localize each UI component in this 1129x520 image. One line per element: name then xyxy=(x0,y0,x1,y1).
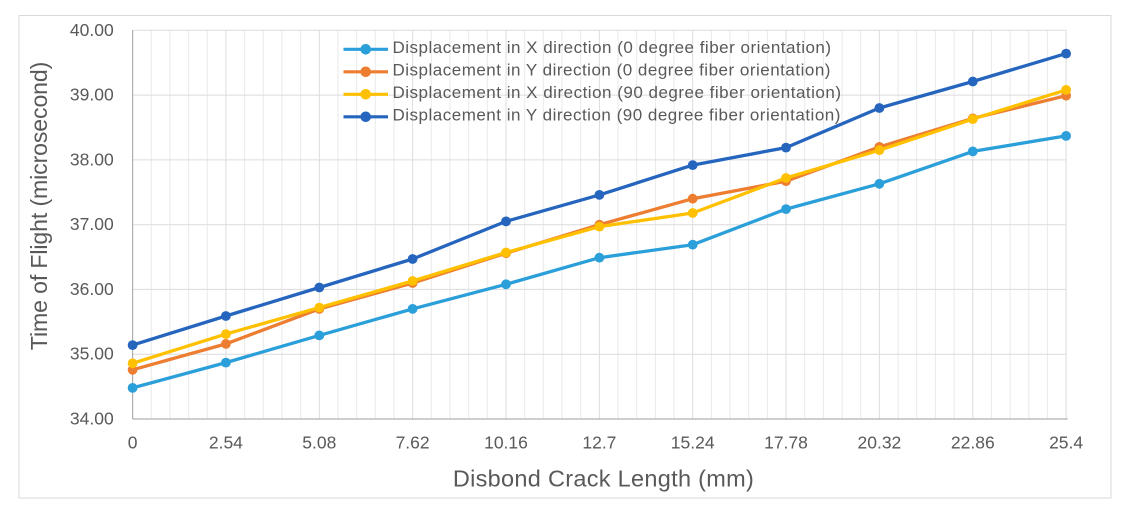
svg-text:20.32: 20.32 xyxy=(858,433,902,453)
svg-text:40.00: 40.00 xyxy=(70,20,114,40)
svg-text:37.00: 37.00 xyxy=(70,214,114,234)
svg-text:Time of Flight (microsecond): Time of Flight (microsecond) xyxy=(26,62,52,350)
svg-text:12.7: 12.7 xyxy=(582,433,616,453)
svg-text:36.00: 36.00 xyxy=(70,279,114,299)
svg-text:5.08: 5.08 xyxy=(302,433,336,453)
svg-text:Displacement in X direction (0: Displacement in X direction (0 degree fi… xyxy=(393,38,832,57)
svg-text:34.00: 34.00 xyxy=(70,409,114,429)
svg-text:15.24: 15.24 xyxy=(671,433,715,453)
svg-text:10.16: 10.16 xyxy=(484,433,528,453)
svg-text:25.4: 25.4 xyxy=(1049,433,1083,453)
svg-text:22.86: 22.86 xyxy=(951,433,995,453)
svg-text:Disbond Crack Length (mm): Disbond Crack Length (mm) xyxy=(453,466,754,492)
svg-text:2.54: 2.54 xyxy=(209,433,243,453)
svg-text:Displacement in X direction (9: Displacement in X direction (90 degree f… xyxy=(393,83,842,102)
svg-text:7.62: 7.62 xyxy=(396,433,430,453)
svg-text:Displacement in Y direction (9: Displacement in Y direction (90 degree f… xyxy=(393,105,841,124)
svg-text:38.00: 38.00 xyxy=(70,149,114,169)
svg-text:Displacement in Y direction (0: Displacement in Y direction (0 degree fi… xyxy=(393,60,831,79)
svg-text:39.00: 39.00 xyxy=(70,85,114,105)
svg-text:35.00: 35.00 xyxy=(70,344,114,364)
svg-text:0: 0 xyxy=(128,433,138,453)
svg-text:17.78: 17.78 xyxy=(764,433,808,453)
